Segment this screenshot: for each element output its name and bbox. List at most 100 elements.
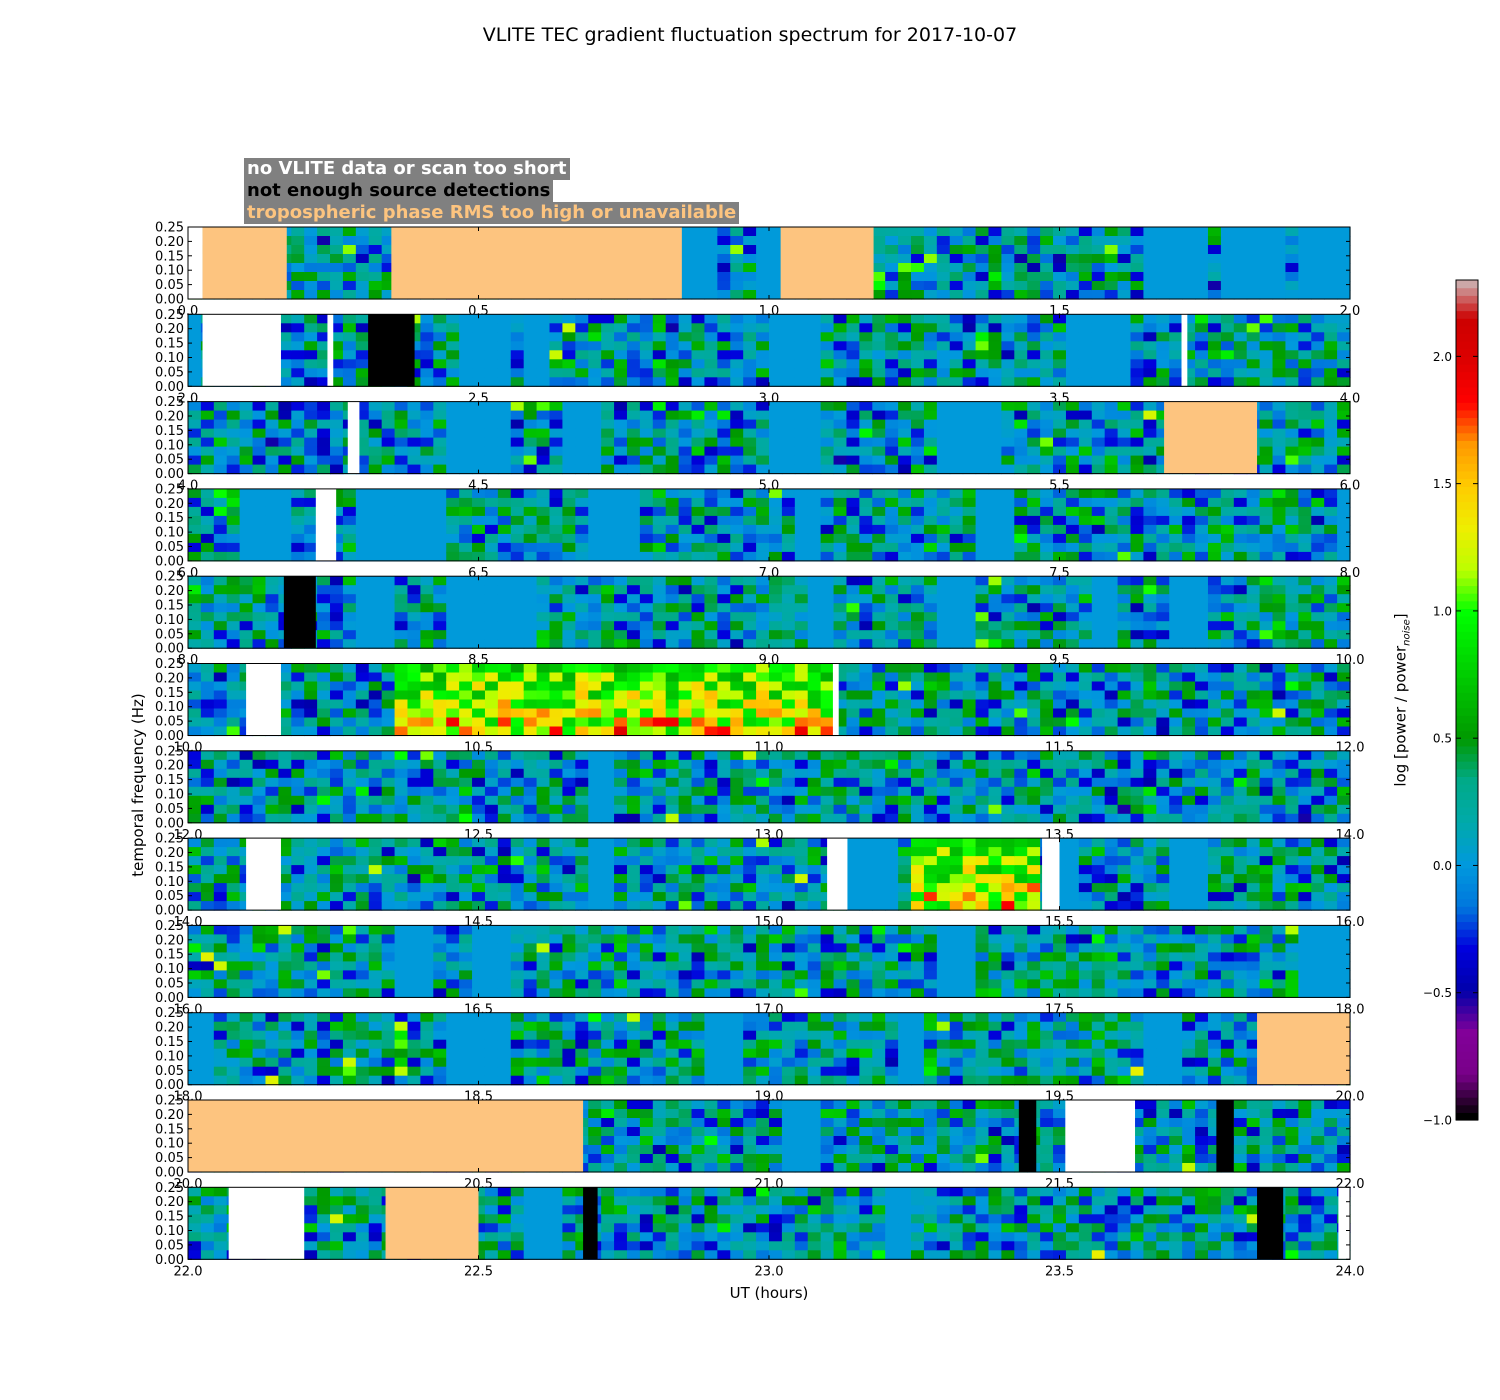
heatmap-cell <box>355 690 370 701</box>
heatmap-cell <box>1169 368 1183 378</box>
heatmap-cell <box>807 681 822 692</box>
heatmap-cell <box>588 699 602 710</box>
heatmap-cell <box>523 323 538 333</box>
heatmap-cell <box>407 672 421 683</box>
heatmap-cell <box>265 401 279 412</box>
heatmap-cell <box>420 804 434 815</box>
heatmap-cell <box>730 672 744 683</box>
heatmap-cell <box>381 708 396 719</box>
y-tick-label: 0.00 <box>155 729 184 744</box>
heatmap-cell <box>188 542 202 553</box>
heatmap-cell <box>1233 672 1248 683</box>
heatmap-cell <box>833 717 848 728</box>
heatmap-cell <box>794 750 809 761</box>
heatmap-cell <box>1272 594 1287 604</box>
heatmap-cell <box>575 332 589 342</box>
heatmap-cell <box>898 488 912 499</box>
heatmap-cell <box>1104 464 1119 475</box>
heatmap-cell <box>226 726 241 737</box>
heatmap-cell <box>355 708 370 719</box>
heatmap-cell <box>691 813 706 824</box>
heatmap-cell <box>265 506 279 517</box>
heatmap-cell <box>1311 672 1325 683</box>
heatmap-cell <box>1169 377 1183 387</box>
heatmap-cell <box>1182 236 1196 246</box>
heatmap-cell <box>717 359 731 369</box>
heatmap-cell <box>317 804 331 815</box>
heatmap-cell <box>949 726 964 737</box>
heatmap-cell <box>1014 272 1028 282</box>
heatmap-cell <box>1104 263 1119 273</box>
heatmap-cell <box>781 464 796 475</box>
heatmap-cell <box>472 612 486 622</box>
heatmap-cell <box>665 488 680 499</box>
heatmap-cell <box>807 690 822 701</box>
heatmap-cell <box>923 464 938 475</box>
heatmap-cell <box>743 533 757 544</box>
heatmap-cell <box>936 551 951 562</box>
heatmap-cell <box>691 419 706 430</box>
heatmap-cell <box>1027 726 1041 737</box>
heatmap-cell <box>278 368 292 378</box>
heatmap-cell <box>704 350 718 360</box>
heatmap-cell <box>1027 401 1041 412</box>
heatmap-cell <box>756 585 770 595</box>
heatmap-cell <box>1040 717 1054 728</box>
heatmap-cell <box>1065 428 1080 439</box>
heatmap-cell <box>1065 332 1080 342</box>
heatmap-cell <box>1311 726 1325 737</box>
heatmap-cell <box>1324 708 1338 719</box>
heatmap-cell <box>639 488 654 499</box>
heatmap-cell <box>549 813 564 824</box>
heatmap-cell <box>1104 533 1119 544</box>
heatmap-cell <box>743 515 757 526</box>
heatmap-cell <box>1246 515 1261 526</box>
heatmap-cell <box>330 777 344 788</box>
heatmap-cell <box>407 594 421 604</box>
heatmap-cell <box>652 464 667 475</box>
heatmap-cell <box>510 401 525 412</box>
heatmap-cell <box>1040 488 1054 499</box>
heatmap-cell <box>988 515 1002 526</box>
heatmap-cell <box>213 497 228 508</box>
heatmap-cell <box>1143 690 1157 701</box>
heatmap-cell <box>1169 639 1183 649</box>
heatmap-cell <box>226 497 241 508</box>
heatmap-cell <box>1091 717 1106 728</box>
heatmap-cell <box>885 227 899 237</box>
heatmap-cell <box>781 594 796 604</box>
heatmap-cell <box>639 341 654 351</box>
heatmap-cell <box>497 612 512 622</box>
heatmap-cell <box>988 377 1002 387</box>
heatmap-cell <box>678 437 693 448</box>
heatmap-cell <box>510 585 525 595</box>
heatmap-cell <box>510 428 525 439</box>
heatmap-cell <box>575 506 589 517</box>
heatmap-cell <box>704 272 718 282</box>
heatmap-cell <box>691 524 706 535</box>
heatmap-cell <box>769 524 783 535</box>
heatmap-cell <box>614 804 628 815</box>
heatmap-cell <box>368 533 383 544</box>
heatmap-cell <box>433 726 447 737</box>
heatmap-cell <box>1246 576 1261 586</box>
heatmap-cell <box>988 314 1002 324</box>
heatmap-cell <box>188 777 202 788</box>
heatmap-cell <box>988 612 1002 622</box>
heatmap-cell <box>1298 542 1312 553</box>
heatmap-cell <box>252 750 267 761</box>
heatmap-cell <box>769 290 783 300</box>
heatmap-cell <box>1311 497 1325 508</box>
heatmap-cell <box>1143 594 1157 604</box>
heatmap-cell <box>588 323 602 333</box>
heatmap-cell <box>1272 533 1287 544</box>
heatmap-cell <box>549 488 564 499</box>
heatmap-cell <box>794 428 809 439</box>
heatmap-cell <box>1053 726 1067 737</box>
heatmap-cell <box>665 717 680 728</box>
heatmap-cell <box>291 401 305 412</box>
heatmap-cell <box>665 663 680 674</box>
heatmap-cell <box>588 804 602 815</box>
heatmap-cell <box>1027 359 1041 369</box>
heatmap-cell <box>1285 594 1299 604</box>
